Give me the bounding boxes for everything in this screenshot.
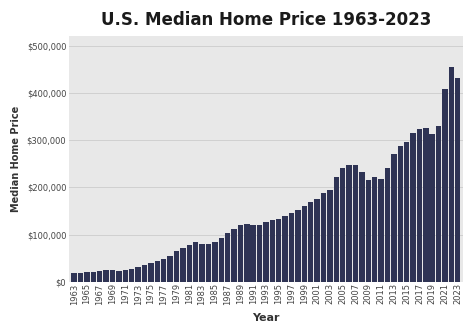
- Bar: [263, 222, 269, 282]
- Y-axis label: Median Home Price: Median Home Price: [11, 106, 21, 212]
- Bar: [283, 216, 288, 282]
- Bar: [385, 168, 390, 282]
- Bar: [404, 142, 410, 282]
- Bar: [314, 199, 320, 282]
- Bar: [84, 273, 90, 282]
- Bar: [365, 180, 371, 282]
- X-axis label: Year: Year: [252, 313, 280, 323]
- Bar: [455, 78, 461, 282]
- Bar: [225, 232, 230, 282]
- Bar: [161, 259, 166, 282]
- Bar: [340, 168, 346, 282]
- Bar: [327, 190, 333, 282]
- Bar: [174, 251, 179, 282]
- Bar: [180, 248, 186, 282]
- Bar: [123, 270, 128, 282]
- Bar: [308, 202, 313, 282]
- Bar: [136, 267, 141, 282]
- Bar: [417, 129, 422, 282]
- Bar: [436, 127, 441, 282]
- Bar: [129, 269, 135, 282]
- Bar: [206, 244, 211, 282]
- Bar: [270, 220, 275, 282]
- Bar: [423, 128, 428, 282]
- Bar: [91, 272, 96, 282]
- Bar: [103, 270, 109, 282]
- Bar: [231, 229, 237, 282]
- Bar: [378, 179, 384, 282]
- Bar: [155, 261, 160, 282]
- Bar: [212, 242, 218, 282]
- Title: U.S. Median Home Price 1963-2023: U.S. Median Home Price 1963-2023: [101, 11, 431, 29]
- Bar: [398, 146, 403, 282]
- Bar: [72, 274, 77, 282]
- Bar: [250, 225, 256, 282]
- Bar: [110, 270, 115, 282]
- Bar: [301, 206, 307, 282]
- Bar: [276, 219, 282, 282]
- Bar: [257, 224, 262, 282]
- Bar: [167, 256, 173, 282]
- Bar: [200, 244, 205, 282]
- Bar: [410, 133, 416, 282]
- Bar: [334, 177, 339, 282]
- Bar: [219, 238, 224, 282]
- Bar: [193, 242, 199, 282]
- Bar: [237, 225, 243, 282]
- Bar: [391, 154, 397, 282]
- Bar: [353, 165, 358, 282]
- Bar: [429, 134, 435, 282]
- Bar: [372, 177, 377, 282]
- Bar: [346, 165, 352, 282]
- Bar: [142, 265, 147, 282]
- Bar: [442, 89, 448, 282]
- Bar: [97, 271, 102, 282]
- Bar: [78, 273, 83, 282]
- Bar: [116, 271, 122, 282]
- Bar: [359, 172, 365, 282]
- Bar: [295, 210, 301, 282]
- Bar: [187, 245, 192, 282]
- Bar: [449, 67, 454, 282]
- Bar: [148, 263, 154, 282]
- Bar: [244, 224, 249, 282]
- Bar: [289, 213, 294, 282]
- Bar: [321, 193, 326, 282]
